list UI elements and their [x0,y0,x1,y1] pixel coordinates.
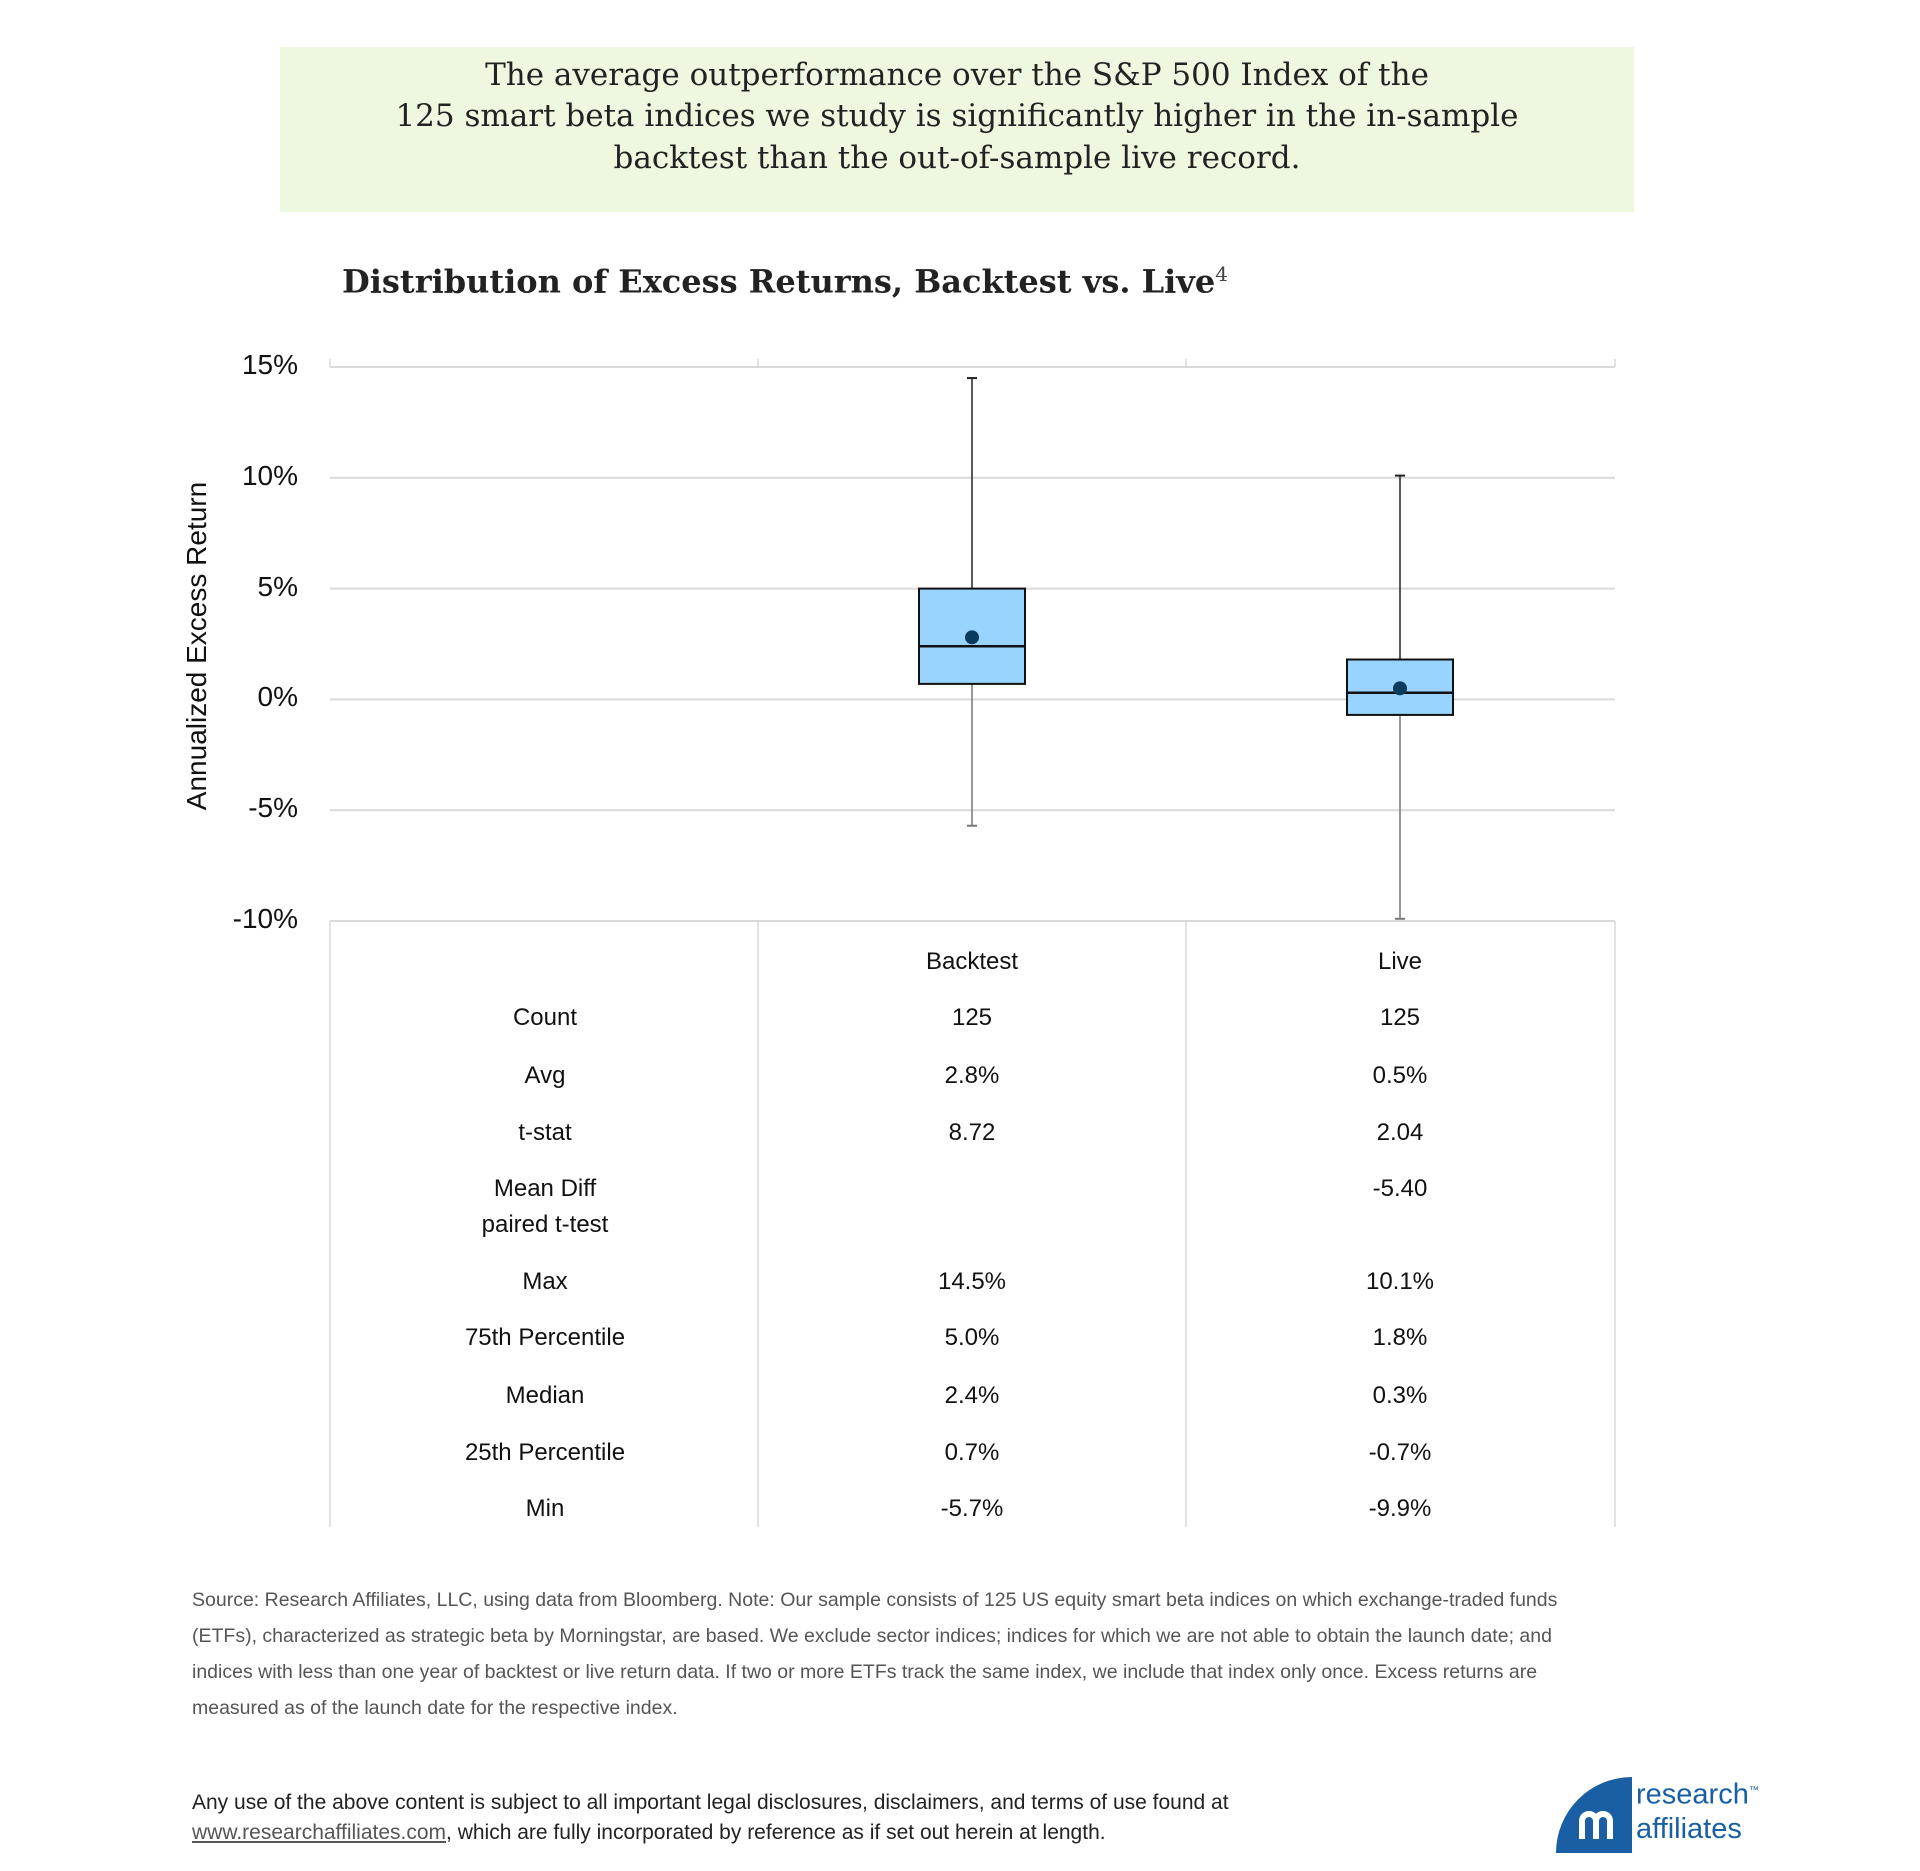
backtest-value: 125 [951,1004,993,1031]
footnote-line: (ETFs), characterized as strategic beta … [192,1625,1552,1647]
headline-banner: The average outperformance over the S&P … [280,47,1634,212]
live-value: 0.3% [1372,1382,1428,1409]
live-value: 0.5% [1372,1062,1428,1089]
live-value: -0.7% [1368,1439,1432,1466]
backtest-value: 2.4% [944,1382,1000,1409]
chart-title: Distribution of Excess Returns, Backtest… [342,262,1228,301]
row-label: 75th Percentile [464,1324,626,1351]
row-label: t-stat [518,1119,572,1146]
row-label: Min [525,1495,565,1522]
row-label: Max [522,1268,568,1295]
backtest-value: -5.7% [940,1495,1004,1522]
box-plot [329,359,1616,1527]
backtest-value: 5.0% [944,1324,1000,1351]
row-label: 25th Percentile [464,1439,626,1466]
logo-text: research™ affiliates [1636,1774,1759,1846]
footnote-marker: 4 [1215,262,1228,286]
logo-word-affiliates: affiliates [1636,1812,1742,1845]
y-tick-label: -5% [248,792,298,824]
backtest-value: 0.7% [944,1439,1000,1466]
column-header-backtest: Backtest [925,948,1019,975]
banner-line: backtest than the out-of-sample live rec… [613,140,1301,176]
logo-quarter-circle-icon [1556,1777,1632,1853]
y-tick-label: 0% [257,681,298,713]
y-tick-label: 5% [257,570,298,602]
disclaimer-line: , which are fully incorporated by refere… [446,1821,1106,1844]
banner-line: 125 smart beta indices we study is signi… [395,98,1519,134]
mean-marker [965,630,979,645]
y-tick-label: 15% [241,349,298,380]
trademark: ™ [1748,1785,1759,1796]
footnote-line: measured as of the launch date for the r… [192,1697,678,1719]
y-tick-label: -10% [232,903,298,934]
y-axis-title: Annualized Excess Return [181,481,212,811]
column-header-live: Live [1377,948,1423,975]
row-label: Count [512,1004,578,1031]
chart-title-text: Distribution of Excess Returns, Backtest… [342,262,1216,301]
live-value: 10.1% [1365,1268,1435,1295]
logo-word-research: research [1636,1778,1749,1811]
research-affiliates-logo: research™ affiliates [1556,1772,1796,1858]
live-value: 125 [1379,1004,1421,1031]
footnote-line: Source: Research Affiliates, LLC, using … [192,1589,1558,1611]
live-value: 2.04 [1376,1119,1424,1146]
banner-line: The average outperformance over the S&P … [485,57,1429,93]
mean-marker [1393,681,1407,696]
disclaimer-line: Any use of the above content is subject … [192,1791,1229,1814]
live-value: 1.8% [1372,1324,1428,1351]
website-link[interactable]: www.researchaffiliates.com [192,1821,447,1844]
backtest-value: 8.72 [948,1119,996,1146]
row-label: Mean Diff paired t-test [481,1175,609,1238]
row-label: Avg [524,1062,566,1089]
disclaimer: Any use of the above content is subject … [192,1788,1229,1848]
y-tick-label: 10% [241,459,298,491]
backtest-value: 2.8% [944,1062,1000,1089]
backtest-value: 14.5% [937,1268,1007,1295]
row-label: Median [505,1382,585,1409]
live-value: -9.9% [1368,1495,1432,1522]
footnote-line: indices with less than one year of backt… [192,1661,1538,1683]
live-value: -5.40 [1372,1175,1428,1202]
